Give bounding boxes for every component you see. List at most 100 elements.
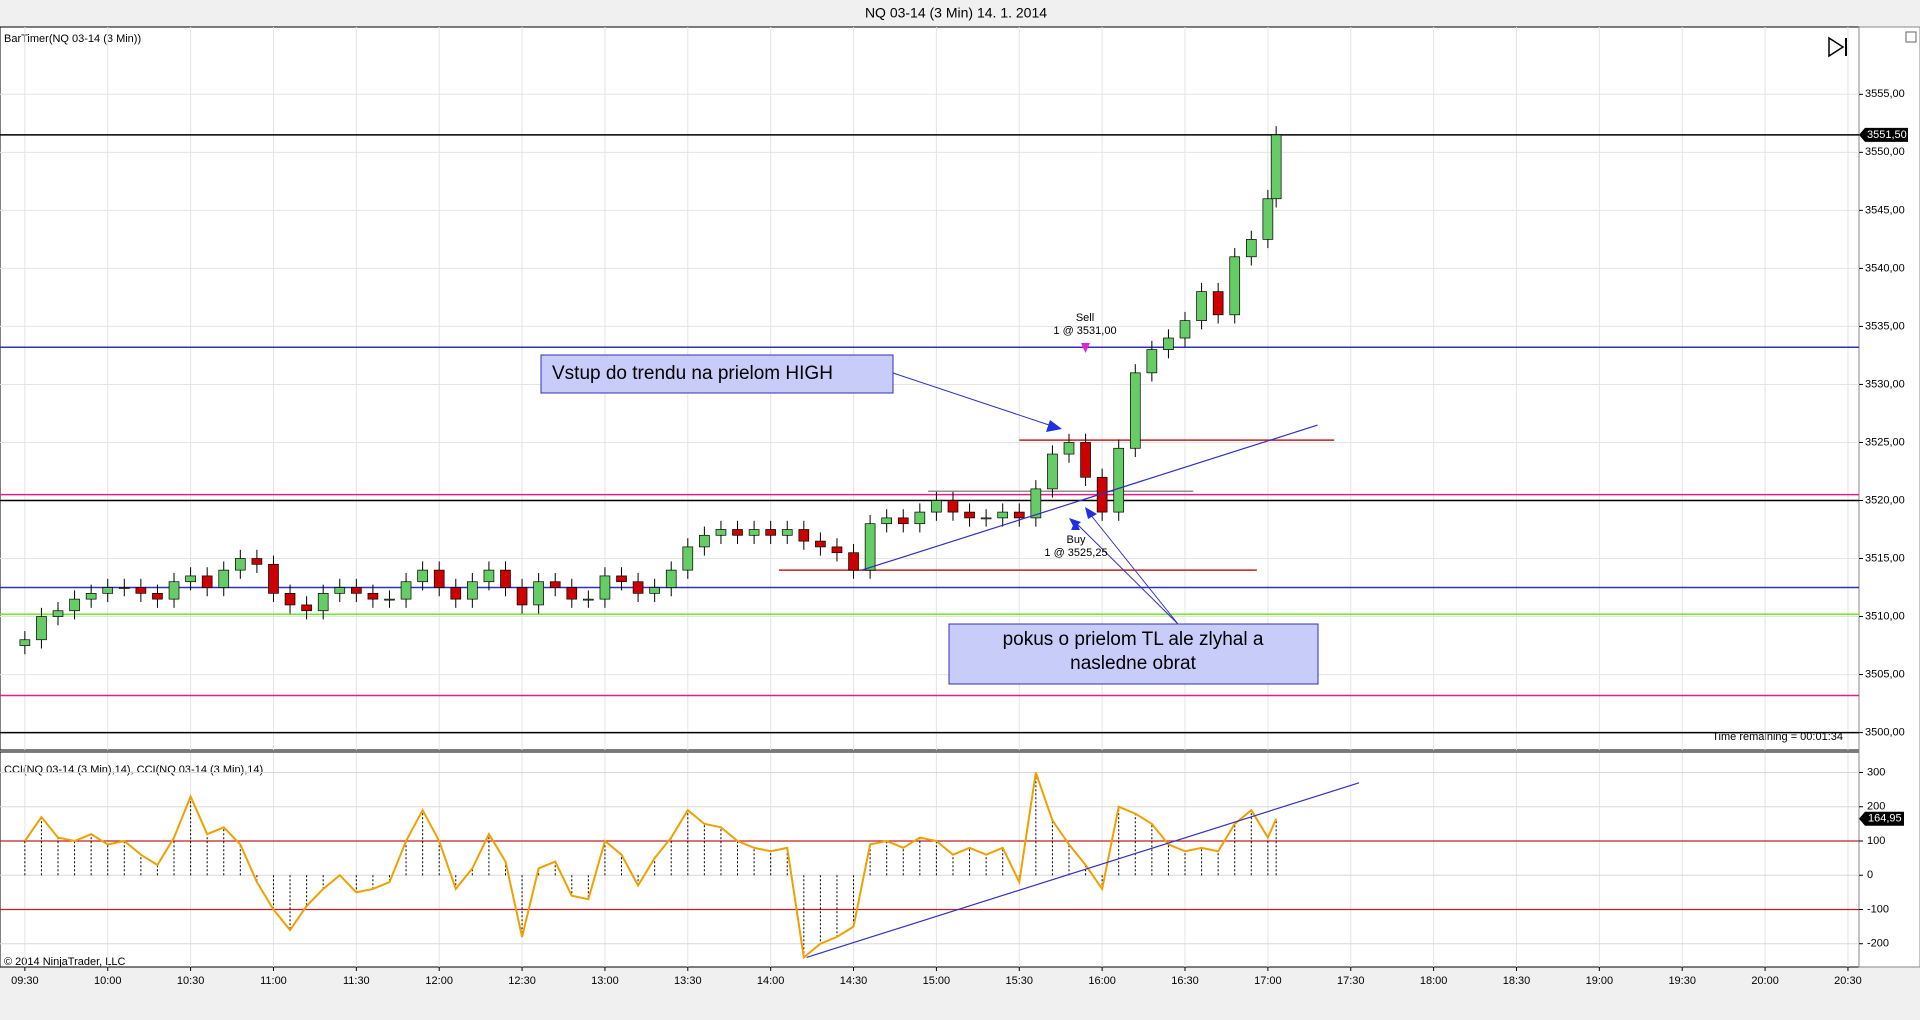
candle-body <box>69 598 80 612</box>
candle-body <box>334 587 346 594</box>
candle-body <box>168 581 180 600</box>
candle-body <box>85 592 97 600</box>
candle-body <box>533 581 544 606</box>
x-tick-label: 17:00 <box>1254 975 1282 987</box>
y-tick-label: 3510,00 <box>1865 610 1905 622</box>
y2-tick-label: -200 <box>1867 938 1889 950</box>
y2-tick-label: 0 <box>1867 869 1873 881</box>
candle-body <box>964 511 975 519</box>
candle-body <box>516 587 528 606</box>
play-icon[interactable] <box>1828 36 1847 58</box>
x-tick-label: 10:30 <box>177 975 205 987</box>
candle-body <box>1212 291 1224 316</box>
y-tick-label: 3520,00 <box>1865 494 1905 506</box>
candle-body <box>1047 453 1058 490</box>
candle-body <box>549 581 561 588</box>
candle-body <box>583 598 594 601</box>
last-price-box <box>1859 127 1908 142</box>
y-tick-label: 3540,00 <box>1865 262 1905 274</box>
candle-body <box>19 639 31 646</box>
cci-label: CCI(NQ 03-14 (3 Min),14), CCI(NQ 03-14 (… <box>4 764 263 776</box>
candle-body <box>218 569 230 588</box>
candle-body <box>268 563 279 594</box>
candle-body <box>1196 291 1207 321</box>
candle-body <box>1080 442 1091 478</box>
candle-body <box>980 517 992 520</box>
x-tick-label: 09:30 <box>11 975 39 987</box>
marks: 09:30 10:00 10:30 11:00 11:30 12:00 12:30 13:00… <box>0 27 1908 987</box>
candle-body <box>931 500 942 513</box>
chart-title: NQ 03-14 (3 Min) 14. 1. 2014 <box>865 5 1047 21</box>
candle-body <box>317 592 329 612</box>
candle-body <box>1113 447 1125 513</box>
buy-detail: 1 @ 3525,25 <box>1044 547 1107 559</box>
x-tick-label: 15:30 <box>1006 975 1034 987</box>
candle-body <box>102 587 114 594</box>
x-tick-label: 17:30 <box>1337 975 1365 987</box>
x-tick-label: 10:00 <box>94 975 122 987</box>
f-button[interactable] <box>1905 31 1917 43</box>
candle-body <box>616 575 627 583</box>
cci-trend-line <box>806 782 1360 958</box>
x-tick-label: 13:30 <box>674 975 702 987</box>
candle-body <box>36 616 47 641</box>
candle-body <box>599 575 611 600</box>
candle-body <box>798 529 810 542</box>
candle-body <box>483 569 495 583</box>
x-tick-label: 15:00 <box>923 975 951 987</box>
candle-body <box>433 569 445 588</box>
candle-body <box>665 569 677 588</box>
y-tick-label: 3525,00 <box>1865 436 1905 448</box>
candle-body <box>632 581 644 594</box>
candle-body <box>135 587 147 594</box>
candle-body <box>848 552 859 571</box>
candle-body <box>500 569 511 588</box>
last-cci-box <box>1859 811 1904 826</box>
candle-body <box>815 540 826 548</box>
x-tick-label: 16:00 <box>1088 975 1116 987</box>
annotation: Vstup do trendu na prielom HIGH <box>552 363 833 384</box>
candle-body <box>1229 256 1241 316</box>
candle-body <box>450 587 462 600</box>
candle-body <box>234 558 246 571</box>
y-tick-label: 3505,00 <box>1865 668 1905 680</box>
candle-body <box>1129 372 1141 449</box>
y2-tick-label: 300 <box>1867 766 1885 778</box>
x-tick-label: 11:00 <box>260 975 287 987</box>
candle-body <box>1270 134 1282 200</box>
x-tick-label: 11:30 <box>343 975 370 987</box>
indicator-label: BarTimer(NQ 03-14 (3 Min)) <box>4 33 141 45</box>
y2-tick-label: -100 <box>1867 903 1889 915</box>
sell-marker <box>1081 343 1090 353</box>
candle-body <box>1163 337 1174 350</box>
x-tick-label: 12:30 <box>508 975 536 987</box>
y-tick-label: 3530,00 <box>1865 378 1905 390</box>
candle-body <box>1146 349 1158 374</box>
y2-tick-label: 100 <box>1867 835 1885 847</box>
cci-panel <box>0 751 1860 968</box>
candle-body <box>185 575 196 583</box>
x-tick-label: 19:30 <box>1668 975 1696 987</box>
price-panel <box>0 26 1860 751</box>
candle-body <box>301 604 312 612</box>
candle-body <box>1063 442 1075 455</box>
x-tick-label: 13:00 <box>591 975 619 987</box>
candle-body <box>748 529 760 536</box>
candle-body <box>467 581 478 600</box>
candle-body <box>152 592 163 600</box>
candle-body <box>897 517 909 525</box>
sell-detail: 1 @ 3531,00 <box>1053 325 1116 337</box>
candle-body <box>417 569 428 583</box>
x-tick-label: 20:30 <box>1834 975 1862 987</box>
y-tick-label: 3550,00 <box>1865 146 1905 158</box>
candle-body <box>384 598 395 601</box>
candle-body <box>732 529 743 536</box>
x-tick-label: 16:30 <box>1171 975 1199 987</box>
candle-body <box>997 511 1009 519</box>
candle-body <box>699 534 710 548</box>
y2-tick-label: 200 <box>1867 801 1885 813</box>
y-tick-label: 3515,00 <box>1865 552 1905 564</box>
candle-body <box>201 575 213 588</box>
failed-box: pokus o prielom TL ale zlyhal a nasledne… <box>948 507 1319 685</box>
